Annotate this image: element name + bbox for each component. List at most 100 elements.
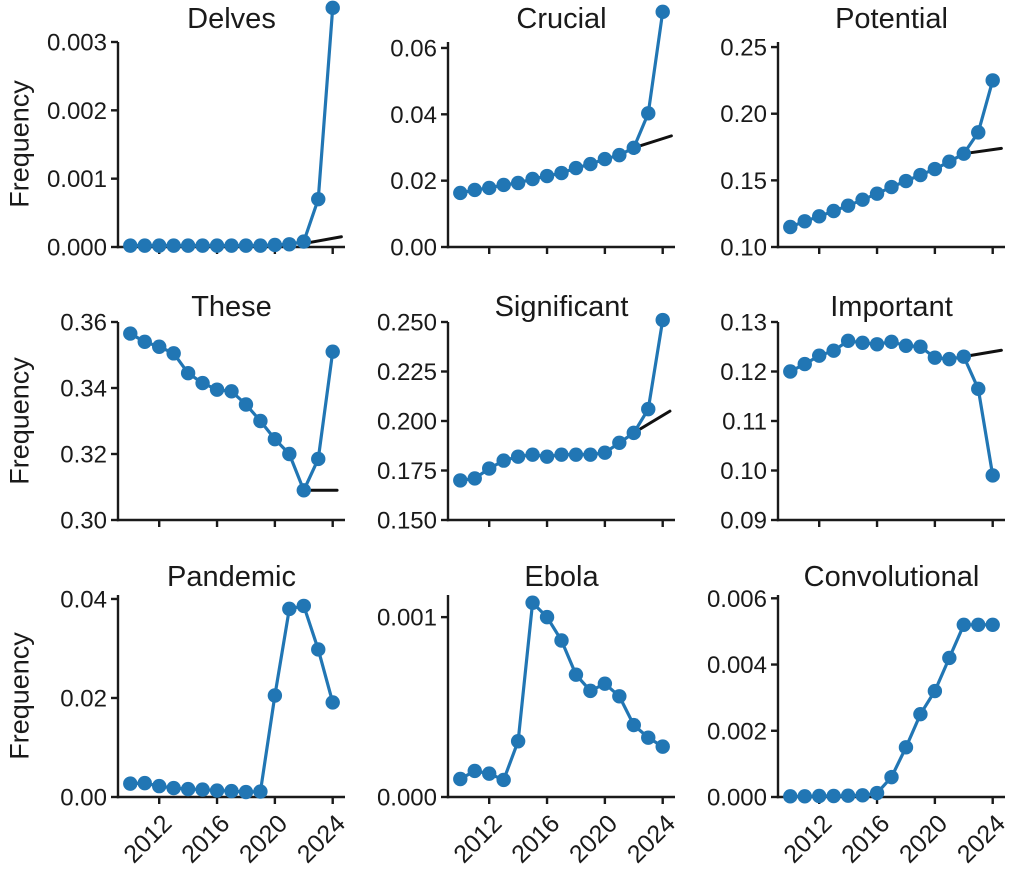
data-point — [253, 238, 268, 253]
data-point — [267, 431, 283, 447]
data-point — [898, 173, 914, 189]
data-point — [195, 782, 210, 797]
data-point — [956, 617, 971, 633]
data-point — [869, 186, 885, 201]
data-point — [496, 772, 511, 788]
series-line — [130, 604, 335, 794]
data-point — [797, 214, 812, 229]
y-axis-label: Frequency — [4, 80, 35, 208]
data-point — [238, 397, 254, 412]
y-tick-label: 0.11 — [722, 409, 767, 436]
subplot-title: These — [191, 291, 272, 323]
data-point — [783, 364, 798, 379]
data-point — [453, 473, 468, 488]
data-point — [152, 238, 167, 253]
data-point — [898, 338, 914, 353]
data-point — [311, 191, 326, 207]
data-point — [583, 156, 598, 172]
subplot-ebola: Ebola 0.000 0.001 2012 2016 2020 2024 — [345, 558, 681, 874]
data-point — [942, 154, 957, 169]
data-point — [583, 447, 598, 462]
data-point — [510, 734, 526, 749]
subplot-potential: Potential 0.10 0.15 0.20 0.25 — [675, 0, 1024, 290]
y-axis-label: Frequency — [4, 357, 35, 485]
data-point — [612, 689, 627, 704]
data-point — [180, 365, 196, 381]
subplot-convolutional: Convolutional 0.000 0.002 0.004 0.006 2012 20… — [675, 558, 1024, 874]
y-tick-label: 0.00 — [390, 235, 437, 262]
data-point — [884, 334, 899, 349]
data-point — [311, 642, 326, 657]
y-tick-label: 0.36 — [60, 310, 107, 337]
data-point — [612, 147, 627, 163]
x-tick-label: 2016 — [506, 809, 565, 868]
y-tick-label: 0.02 — [60, 685, 107, 712]
data-point — [597, 151, 613, 167]
y-tick-label: 0.001 — [47, 166, 107, 193]
data-point — [180, 781, 196, 797]
data-point — [253, 784, 268, 799]
data-point — [482, 461, 497, 476]
data-point — [510, 449, 526, 464]
subplot-significant: Significant 0.150 0.175 0.200 0.225 0.250 — [345, 290, 675, 558]
chart-canvas: 0.150 0.175 0.200 0.225 0.250 — [377, 310, 675, 535]
data-point — [655, 4, 670, 20]
data-point — [525, 447, 540, 462]
data-point — [956, 146, 971, 161]
y-tick-label: 0.000 — [47, 235, 107, 262]
data-point — [296, 234, 311, 249]
y-tick-label: 0.000 — [707, 785, 767, 812]
data-point — [884, 769, 899, 785]
data-point — [209, 783, 225, 798]
chart-canvas: 0.10 0.15 0.20 0.25 — [720, 35, 1005, 262]
y-tick-label: 0.001 — [377, 605, 437, 632]
data-point — [166, 346, 181, 361]
y-tick-label: 0.250 — [377, 310, 437, 337]
data-point — [840, 198, 856, 213]
y-tick-label: 0.06 — [390, 35, 437, 62]
data-point — [655, 739, 670, 754]
data-point — [224, 384, 239, 399]
data-point — [840, 788, 856, 803]
data-point — [612, 435, 627, 450]
data-point — [554, 447, 569, 462]
y-tick-label: 0.25 — [720, 35, 767, 62]
series-line — [129, 332, 335, 492]
data-point — [597, 445, 613, 460]
data-point — [855, 335, 870, 350]
data-point — [137, 334, 152, 349]
data-point — [641, 106, 656, 121]
x-tick-label: 2016 — [176, 809, 235, 868]
y-tick-label: 0.175 — [377, 458, 437, 485]
data-point — [568, 667, 584, 682]
data-point — [482, 180, 497, 196]
y-tick-label: 0.12 — [720, 359, 767, 386]
data-point — [510, 175, 526, 191]
y-tick-label: 0.002 — [47, 98, 107, 125]
y-tick-label: 0.20 — [720, 101, 767, 128]
data-point — [467, 182, 482, 198]
data-point — [123, 326, 138, 341]
y-tick-label: 0.04 — [390, 102, 437, 129]
data-point — [238, 784, 254, 800]
subplot-important: Important 0.09 0.10 0.11 0.12 0.13 — [675, 290, 1024, 558]
data-point — [195, 375, 210, 391]
y-tick-label: 0.002 — [707, 718, 767, 745]
data-point — [496, 453, 511, 468]
y-tick-label: 0.02 — [390, 168, 437, 195]
data-point — [942, 351, 957, 367]
data-point — [180, 238, 196, 253]
x-tick-label: 2024 — [952, 809, 1011, 868]
data-point — [985, 617, 1000, 633]
data-point — [826, 788, 841, 804]
data-point — [525, 595, 540, 610]
subplot-title: Crucial — [516, 3, 607, 35]
series-line — [130, 7, 335, 248]
data-point — [826, 203, 841, 219]
data-point — [325, 0, 340, 16]
data-point — [123, 776, 138, 791]
x-tick-label: 2024 — [622, 809, 681, 868]
data-point — [296, 598, 311, 614]
subplot-title: Ebola — [524, 561, 599, 593]
